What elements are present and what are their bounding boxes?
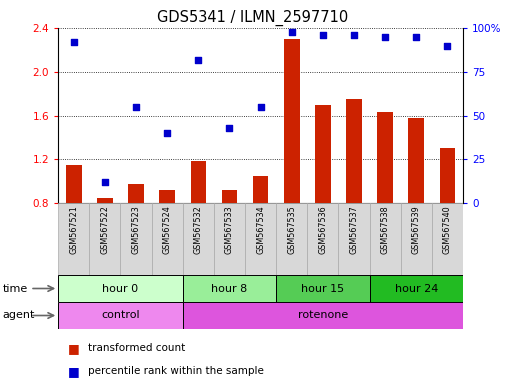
Text: GSM567536: GSM567536 — [318, 205, 327, 254]
Bar — [283, 39, 299, 203]
Point — [225, 125, 233, 131]
Text: GSM567539: GSM567539 — [411, 205, 420, 254]
Text: rotenone: rotenone — [297, 311, 347, 321]
Point — [132, 104, 140, 110]
Bar — [190, 161, 206, 203]
Text: hour 8: hour 8 — [211, 283, 247, 293]
Text: GSM567522: GSM567522 — [100, 205, 109, 254]
Bar — [408, 118, 423, 203]
Bar — [182, 203, 214, 275]
Bar — [152, 203, 182, 275]
Text: GSM567535: GSM567535 — [287, 205, 295, 254]
Text: time: time — [3, 283, 28, 293]
Bar — [307, 203, 338, 275]
Point — [318, 32, 326, 38]
Bar — [89, 203, 120, 275]
Text: control: control — [101, 311, 139, 321]
Bar — [58, 203, 89, 275]
Text: hour 15: hour 15 — [300, 283, 344, 293]
Bar — [120, 203, 152, 275]
Text: hour 24: hour 24 — [394, 283, 437, 293]
Text: GSM567537: GSM567537 — [349, 205, 358, 254]
Bar — [182, 275, 276, 302]
Bar — [345, 99, 361, 203]
Text: GSM567524: GSM567524 — [162, 205, 171, 254]
Bar — [431, 203, 462, 275]
Bar — [97, 197, 113, 203]
Bar — [221, 190, 237, 203]
Text: GSM567534: GSM567534 — [256, 205, 265, 254]
Text: GSM567532: GSM567532 — [193, 205, 203, 254]
Text: GSM567521: GSM567521 — [69, 205, 78, 254]
Point — [163, 130, 171, 136]
Text: agent: agent — [3, 311, 35, 321]
Bar — [244, 203, 276, 275]
Point — [380, 34, 388, 40]
Bar — [214, 203, 244, 275]
Point — [194, 56, 202, 63]
Bar — [128, 184, 143, 203]
Bar — [252, 175, 268, 203]
Text: GSM567538: GSM567538 — [380, 205, 389, 254]
Text: GDS5341 / ILMN_2597710: GDS5341 / ILMN_2597710 — [157, 10, 348, 26]
Bar — [276, 203, 307, 275]
Text: transformed count: transformed count — [87, 343, 184, 353]
Point — [349, 32, 358, 38]
Point — [100, 179, 109, 185]
Bar — [276, 275, 369, 302]
Text: GSM567533: GSM567533 — [225, 205, 233, 254]
Bar — [338, 203, 369, 275]
Bar — [400, 203, 431, 275]
Bar — [369, 275, 462, 302]
Bar — [66, 165, 81, 203]
Point — [287, 28, 295, 35]
Text: GSM567540: GSM567540 — [442, 205, 451, 254]
Bar — [182, 302, 462, 329]
Bar — [439, 148, 454, 203]
Point — [256, 104, 264, 110]
Bar — [58, 302, 182, 329]
Point — [442, 42, 450, 48]
Bar — [377, 112, 392, 203]
Bar — [159, 190, 175, 203]
Bar — [315, 104, 330, 203]
Bar — [369, 203, 400, 275]
Point — [70, 39, 78, 45]
Text: percentile rank within the sample: percentile rank within the sample — [87, 366, 263, 376]
Text: ■: ■ — [68, 365, 80, 378]
Point — [412, 34, 420, 40]
Text: hour 0: hour 0 — [102, 283, 138, 293]
Text: ■: ■ — [68, 342, 80, 355]
Bar — [58, 275, 182, 302]
Text: GSM567523: GSM567523 — [131, 205, 140, 254]
